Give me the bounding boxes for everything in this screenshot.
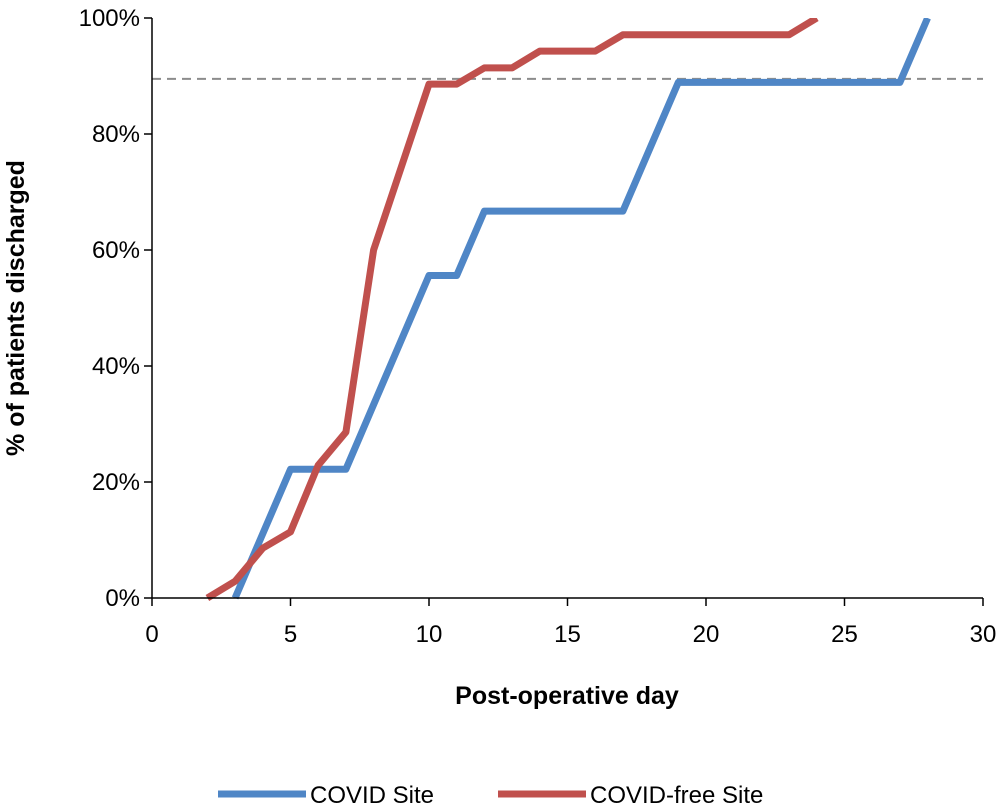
y-tick-label: 80%: [92, 121, 140, 148]
x-axis-title: Post-operative day: [455, 682, 679, 710]
x-tick-label: 30: [970, 621, 997, 648]
x-tick-label: 5: [284, 621, 297, 648]
series-layer: [205, 18, 931, 601]
legend-label: COVID Site: [310, 782, 434, 808]
axes: 0% 20% 40% 60% 80% 100% 0 5 10 15 20 25 30: [79, 5, 997, 648]
y-tick-label: 40%: [92, 353, 140, 380]
legend-label: COVID-free Site: [590, 782, 763, 808]
x-tick-label: 15: [554, 621, 581, 648]
x-tick-label: 25: [831, 621, 858, 648]
series-line-covid-site: [231, 18, 931, 600]
x-tick-label: 0: [145, 621, 158, 648]
series-line-covid-free-site: [205, 18, 819, 601]
x-tick-label: 20: [693, 621, 720, 648]
y-tick-label: 60%: [92, 237, 140, 264]
y-axis-title: % of patients discharged: [2, 160, 30, 456]
y-tick-label: 100%: [79, 5, 140, 32]
y-tick-label: 0%: [105, 585, 140, 612]
x-tick-label: 10: [416, 621, 443, 648]
legend: COVID Site COVID-free Site: [218, 782, 763, 808]
y-tick-label: 20%: [92, 469, 140, 496]
